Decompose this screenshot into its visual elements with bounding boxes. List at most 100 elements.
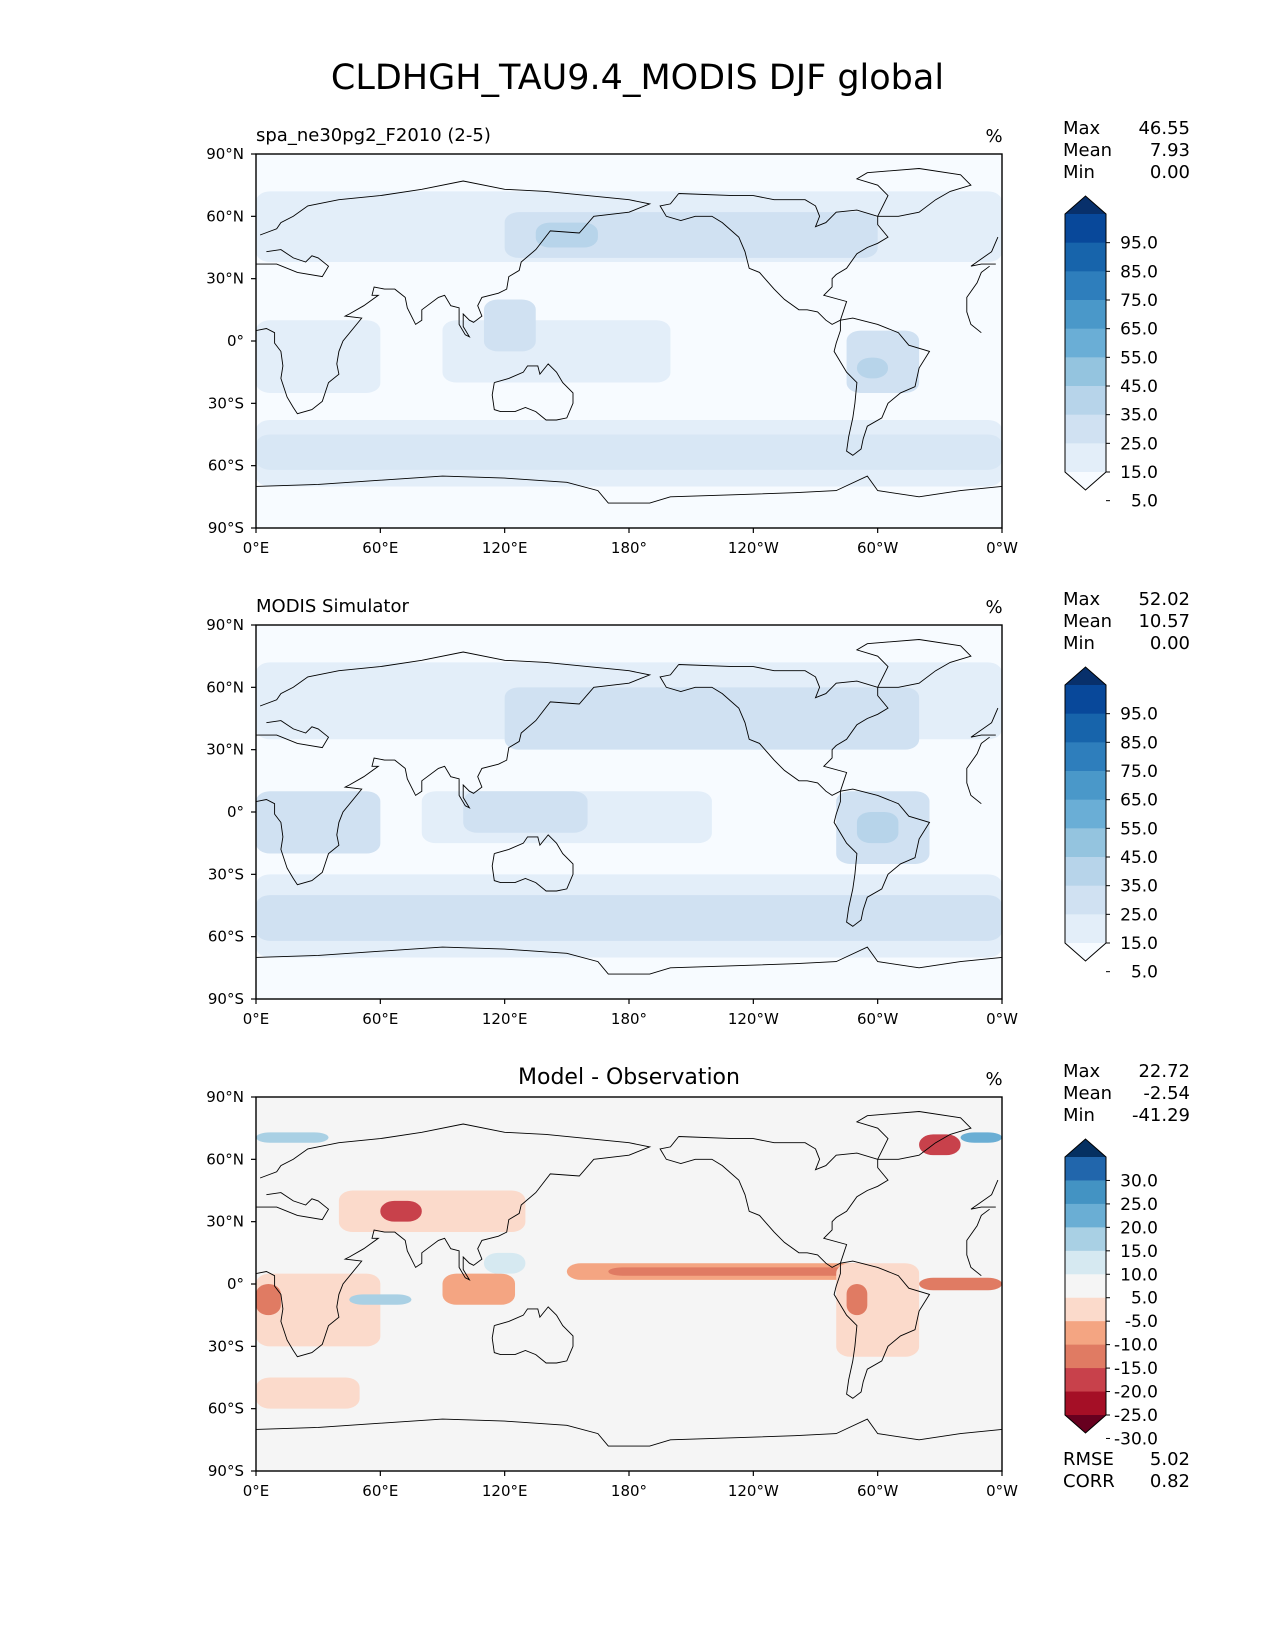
units-label: % (985, 597, 1002, 618)
x-tick-label: 60°W (857, 1482, 899, 1500)
rmse-label: RMSE (1063, 1449, 1114, 1470)
colorbar-bin (1065, 828, 1106, 858)
field-contour (856, 357, 889, 379)
stat-max-label: Max (1063, 1061, 1101, 1082)
stat-max-label: Max (1063, 118, 1101, 139)
colorbar-bin (1065, 1391, 1106, 1416)
coastline (659, 1136, 889, 1268)
colorbar-tick-label: 20.0 (1120, 1218, 1158, 1238)
field-contour (256, 791, 381, 854)
x-tick-label: 180° (611, 1482, 647, 1500)
field-contour (483, 299, 536, 352)
y-tick-label: 0° (227, 332, 244, 350)
x-tick-label: 120°W (728, 1482, 779, 1500)
coastline (256, 1123, 999, 1358)
stat-mean-label: Mean (1063, 1083, 1112, 1104)
colorbar-bin (1065, 357, 1106, 387)
x-tick-label: 60°E (362, 1010, 398, 1028)
stat-max-value: 52.02 (1138, 589, 1190, 610)
y-tick-label: 30°S (208, 865, 244, 883)
colorbar-tick-label: 45.0 (1120, 377, 1158, 397)
stat-mean-label: Mean (1063, 611, 1112, 632)
coastline (491, 1306, 574, 1364)
colorbar-tick-label: 55.0 (1120, 819, 1158, 839)
colorbar-bin (1065, 414, 1106, 444)
field-contour (349, 1294, 412, 1305)
colorbar-extend-min (1065, 1415, 1106, 1433)
y-tick-label: 60°S (208, 928, 244, 946)
colorbar-bin (1065, 885, 1106, 915)
colorbar-tick-label: 10.0 (1120, 1265, 1158, 1285)
x-tick-label: 0°E (243, 1482, 270, 1500)
coastline (833, 788, 931, 927)
panel-title: spa_ne30pg2_F2010 (2-5) (256, 125, 491, 146)
y-tick-label: 30°N (206, 1213, 244, 1231)
field-contour (846, 1284, 868, 1316)
stat-min-label: Min (1063, 162, 1095, 183)
colorbar-tick-label: 25.0 (1120, 434, 1158, 454)
field-contour (256, 320, 381, 393)
x-tick-label: 0°E (243, 1010, 270, 1028)
x-tick-label: 120°E (482, 1010, 528, 1028)
field-contour (256, 1273, 381, 1347)
colorbar-tick-label: 85.0 (1120, 262, 1158, 282)
colorbar-tick-label: 65.0 (1120, 791, 1158, 811)
coastline (256, 180, 999, 415)
colorbar-bin (1065, 1274, 1106, 1299)
colorbar-tick-label: 95.0 (1120, 234, 1158, 254)
colorbar-bin (1065, 1297, 1106, 1322)
stat-min-label: Min (1063, 1105, 1095, 1126)
colorbar-bin (1065, 771, 1106, 801)
y-tick-label: 30°S (208, 394, 244, 412)
colorbar-tick-label: 30.0 (1120, 1171, 1158, 1191)
field-contour (535, 222, 598, 248)
field-contour (256, 895, 1002, 941)
x-tick-label: 120°E (482, 1482, 528, 1500)
y-tick-label: 30°S (208, 1337, 244, 1355)
coastline (833, 317, 931, 456)
colorbar: 95.0 85.0 75.0 65.0 55.0 45.0 35.0 25.0 15.0 5.0 (1064, 195, 1158, 512)
colorbar-bin (1065, 1368, 1106, 1392)
panel-model: 90°N 60°N 30°N 0° 30°S 60°S 90°S 0°E 60°E 120°E 18… (206, 118, 1190, 557)
colorbar-bin (1065, 242, 1106, 272)
y-tick-label: 90°N (206, 1088, 244, 1106)
colorbar-bin (1065, 1321, 1106, 1346)
x-tick-label: 0°W (986, 1010, 1018, 1028)
colorbar-bin (1065, 1250, 1106, 1275)
colorbar-tick-label: 35.0 (1120, 406, 1158, 426)
colorbar-tick-label: 45.0 (1120, 848, 1158, 868)
colorbar-bin (1065, 1203, 1106, 1228)
colorbar-tick-label: 25.0 (1120, 905, 1158, 925)
y-tick-label: 90°S (208, 519, 244, 537)
colorbar-tick-label: 5.0 (1131, 492, 1158, 512)
colorbar-bin (1065, 328, 1106, 358)
coastline (855, 639, 972, 688)
colorbar-bin (1065, 214, 1106, 244)
colorbar-tick-label: 25.0 (1120, 1195, 1158, 1215)
y-tick-label: 60°N (206, 207, 244, 225)
stat-min-value: 0.00 (1150, 633, 1190, 654)
colorbar-extend-max (1065, 196, 1106, 214)
colorbar-tick-label: 85.0 (1120, 733, 1158, 753)
colorbar-tick-label: -25.0 (1114, 1406, 1158, 1426)
field-contour (380, 1200, 422, 1222)
panel-obs: 90°N 60°N 30°N 0° 30°S 60°S 90°S 0°E 60°E 120°E 18… (206, 589, 1190, 1028)
coastline (256, 946, 1002, 975)
coastline (659, 193, 889, 325)
x-tick-label: 0°E (243, 539, 270, 557)
x-tick-label: 120°E (482, 539, 528, 557)
rmse-value: 5.02 (1150, 1449, 1190, 1470)
colorbar-extend-min (1065, 943, 1106, 961)
stat-max-value: 22.72 (1138, 1061, 1190, 1082)
colorbar-tick-label: 15.0 (1120, 463, 1158, 483)
x-tick-label: 60°W (857, 1010, 899, 1028)
units-label: % (985, 1069, 1002, 1090)
colorbar-tick-label: -30.0 (1114, 1429, 1158, 1449)
units-label: % (985, 126, 1002, 147)
field-contour (483, 1252, 526, 1274)
y-tick-label: 30°N (206, 741, 244, 759)
x-tick-label: 60°E (362, 539, 398, 557)
colorbar-bin (1065, 271, 1106, 301)
coastline (855, 1111, 972, 1160)
